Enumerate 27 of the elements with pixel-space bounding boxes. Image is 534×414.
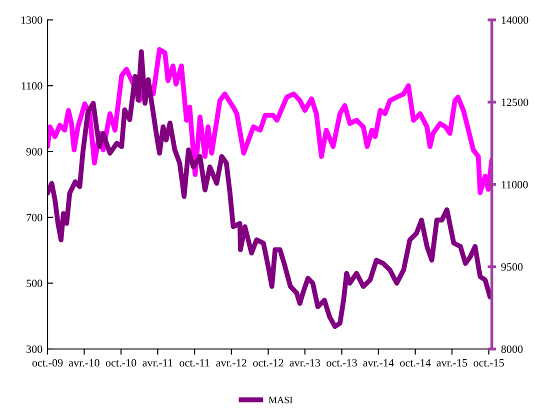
x-tick-label: avr.-10 (68, 359, 100, 367)
y-tick-label: 500 (26, 280, 42, 288)
y2-tick-label: 11000 (502, 180, 528, 188)
y2-tick-label: 8000 (501, 345, 523, 353)
y-tick-label: 700 (26, 214, 42, 222)
x-tick-label: oct.-12 (253, 359, 284, 367)
legend-label: MASI (268, 396, 292, 404)
x-tick-label: oct.-10 (106, 359, 136, 367)
x-tick-label: oct.-09 (32, 359, 63, 367)
x-tick-label: avr.-15 (436, 359, 468, 367)
line-series (48, 47, 492, 196)
y-tick-label: 900 (26, 148, 42, 156)
x-tick-label: oct.-13 (326, 359, 357, 367)
y-tick-label: 1100 (22, 82, 42, 90)
x-tick-label: avr.-11 (142, 359, 172, 367)
y2-tick-label: 9500 (501, 263, 523, 271)
x-tick-label: avr.-13 (290, 359, 320, 367)
x-tick-label: oct.-11 (180, 359, 210, 367)
x-tick-label: avr.-14 (363, 359, 394, 367)
y2-tick-label: 12500 (502, 98, 528, 106)
y-tick-label: 300 (26, 345, 42, 353)
x-tick-label: oct.-15 (474, 359, 504, 367)
y-tick-label: 1300 (21, 16, 42, 24)
x-tick-label: avr.-12 (216, 359, 246, 367)
y2-tick-label: 14000 (502, 16, 528, 24)
x-tick-label: oct.-14 (400, 359, 431, 367)
line-series (48, 49, 492, 329)
